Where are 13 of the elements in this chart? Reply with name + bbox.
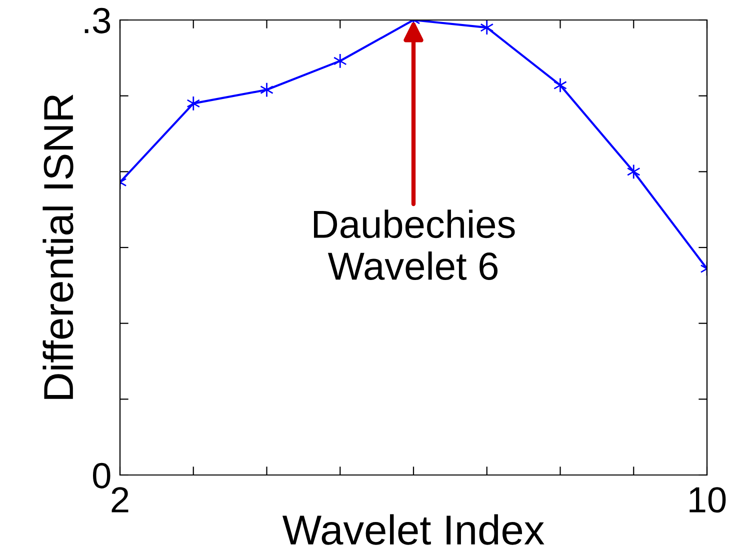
point bbox=[333, 53, 347, 69]
point bbox=[480, 20, 494, 36]
y-tick-label: .3 bbox=[84, 8, 110, 34]
point bbox=[626, 164, 640, 180]
y-tick-label: 0 bbox=[92, 462, 110, 488]
point bbox=[554, 78, 567, 93]
x-tick-label: 10 bbox=[690, 487, 726, 513]
y-axis-title: Differential ISNR bbox=[42, 94, 74, 399]
x-tick-label: 2 bbox=[112, 487, 128, 512]
annotation: Daubechies Wavelet 6 bbox=[314, 210, 515, 280]
point bbox=[260, 82, 274, 98]
point bbox=[186, 96, 200, 112]
x-axis-title: Wavelet Index bbox=[282, 514, 544, 545]
